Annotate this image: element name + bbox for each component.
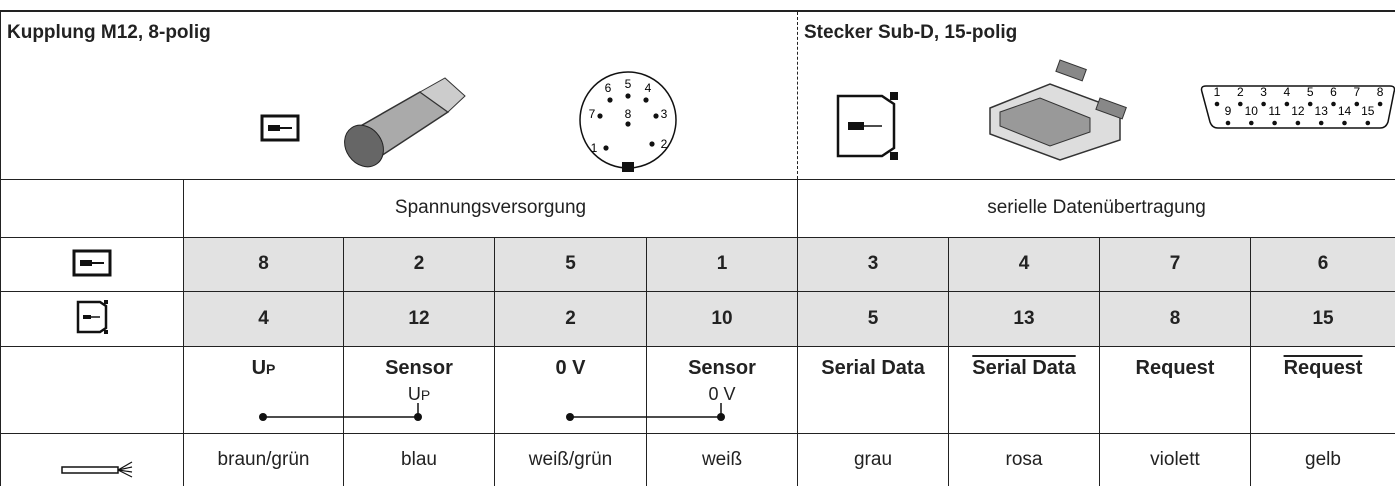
signal-name: Sensor [647, 357, 797, 380]
signal-name-text: Serial Data [972, 356, 1076, 379]
signal-name-text: Serial Data [821, 356, 925, 379]
pin-number: 5 [494, 236, 647, 292]
wire-color: weiß/grün [494, 432, 647, 486]
signal-detail: 0 V [647, 384, 797, 405]
signal-detail-text: 0 V [708, 383, 736, 404]
pin-number: 7 [1099, 236, 1251, 292]
signal-name: Request [1100, 357, 1250, 380]
row: Kupplung M12, 8-polig Stecker Sub-D, 15-p… [0, 10, 1395, 180]
signal-cell: Serial Data [797, 345, 949, 434]
wire-color: blau [343, 432, 495, 486]
pin-number: 4 [183, 290, 344, 347]
signal-name: Serial Data [798, 357, 948, 380]
pin-number: 3 [797, 236, 949, 292]
wire-color: braun/grün [183, 432, 344, 486]
signal-name: Request [1251, 357, 1395, 380]
signal-cell: Sensor UP [343, 345, 495, 434]
blank-cell [0, 178, 184, 238]
signal-cell: Request [1249, 345, 1395, 434]
group-label: serielle Datenübertragung [796, 178, 1395, 238]
signal-name: UP [184, 357, 343, 380]
signal-name-text: 0 V [555, 356, 586, 379]
pin-number: 10 [646, 290, 798, 347]
pin-number: 6 [1249, 236, 1395, 292]
signal-cell: Serial Data [948, 345, 1100, 434]
wire-color: grau [797, 432, 949, 486]
left-title: Kupplung M12, 8-polig [0, 10, 798, 180]
pin-number: 13 [948, 290, 1100, 347]
row: braun/grün blau weiß/grün weiß grau rosa viole… [0, 432, 1395, 486]
signal-detail: UP [344, 384, 494, 405]
icon-cell [0, 432, 184, 486]
blank-cell [0, 345, 184, 434]
wire-color: weiß [646, 432, 798, 486]
signal-name-text: Request [1283, 356, 1363, 379]
signal-cell: UP [183, 345, 344, 434]
signal-cell: Sensor 0 V [646, 345, 798, 434]
pin-number: 8 [1099, 290, 1251, 347]
signal-name-text: Sensor [688, 356, 756, 379]
group-label: Spannungsversorgung [183, 178, 798, 238]
signal-index: P [266, 360, 276, 377]
pin-number: 2 [343, 236, 495, 292]
signal-name-text: Sensor [385, 356, 453, 379]
wire-color: violett [1099, 432, 1251, 486]
signal-cell: 0 V [494, 345, 647, 434]
row: UP Sensor UP 0 V Sensor 0 V Serial Data Serial … [0, 345, 1395, 434]
signal-detail-index: P [420, 386, 431, 403]
pin-table: Kupplung M12, 8-polig Stecker Sub-D, 15-p… [0, 10, 1395, 486]
icon-cell [0, 236, 184, 292]
wire-color: rosa [948, 432, 1100, 486]
signal-detail-text: U [407, 383, 421, 404]
pin-number: 8 [183, 236, 344, 292]
signal-name: Serial Data [949, 357, 1099, 380]
row: Spannungsversorgung serielle Datenübertra… [0, 178, 1395, 238]
signal-name: 0 V [495, 357, 646, 380]
pin-number: 5 [797, 290, 949, 347]
row: 4 12 2 10 5 13 8 15 [0, 290, 1395, 347]
signal-name: Sensor [344, 357, 494, 380]
pin-number: 15 [1249, 290, 1395, 347]
wire-color: gelb [1249, 432, 1395, 486]
signal-name-text: Request [1135, 356, 1215, 379]
pin-number: 1 [646, 236, 798, 292]
pin-number: 4 [948, 236, 1100, 292]
signal-cell: Request [1099, 345, 1251, 434]
pin-number: 12 [343, 290, 495, 347]
right-title: Stecker Sub-D, 15-polig [796, 10, 1395, 180]
icon-cell [0, 290, 184, 347]
pin-number: 2 [494, 290, 647, 347]
signal-name-text: U [251, 356, 267, 379]
